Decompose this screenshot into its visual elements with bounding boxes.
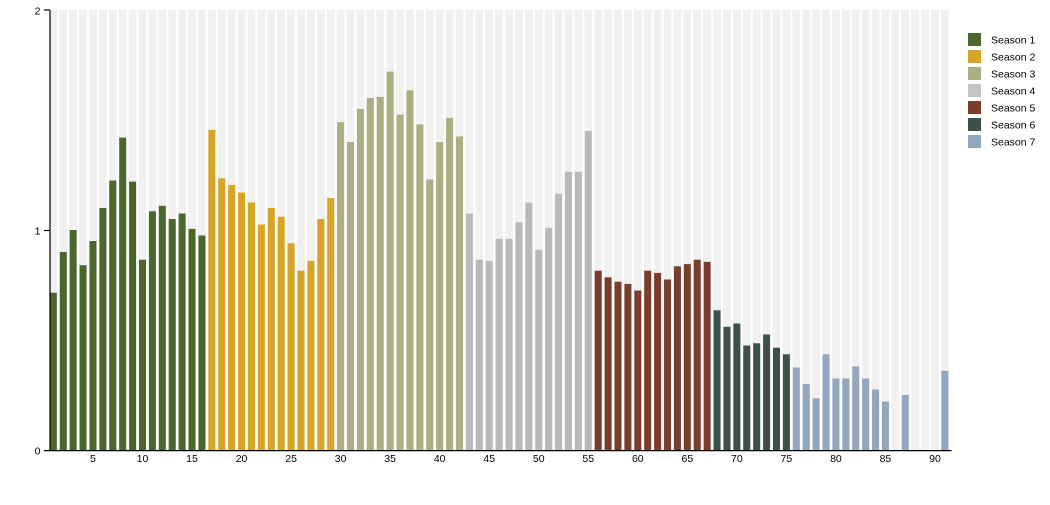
svg-text:90: 90 (929, 453, 941, 465)
svg-text:75: 75 (781, 453, 793, 465)
svg-text:1: 1 (35, 226, 41, 238)
svg-text:60: 60 (632, 453, 644, 465)
svg-text:15: 15 (186, 453, 198, 465)
svg-text:30: 30 (335, 453, 347, 465)
svg-text:45: 45 (483, 453, 495, 465)
svg-text:55: 55 (582, 453, 594, 465)
svg-text:80: 80 (830, 453, 842, 465)
svg-text:5: 5 (90, 453, 96, 465)
svg-text:Season 4: Season 4 (991, 86, 1036, 98)
svg-text:Season 5: Season 5 (991, 103, 1036, 115)
svg-text:Season 6: Season 6 (991, 120, 1036, 132)
svg-text:2: 2 (35, 6, 41, 18)
svg-text:Season 1: Season 1 (991, 35, 1036, 47)
svg-text:Season 7: Season 7 (991, 137, 1036, 149)
svg-text:35: 35 (384, 453, 396, 465)
svg-text:70: 70 (731, 453, 743, 465)
svg-text:Season 3: Season 3 (991, 69, 1036, 81)
svg-text:0: 0 (35, 446, 41, 458)
svg-text:65: 65 (681, 453, 693, 465)
svg-text:85: 85 (880, 453, 892, 465)
svg-text:50: 50 (533, 453, 545, 465)
svg-text:10: 10 (137, 453, 149, 465)
svg-text:Season 2: Season 2 (991, 52, 1036, 64)
svg-text:20: 20 (236, 453, 248, 465)
svg-text:40: 40 (434, 453, 446, 465)
svg-text:25: 25 (285, 453, 297, 465)
